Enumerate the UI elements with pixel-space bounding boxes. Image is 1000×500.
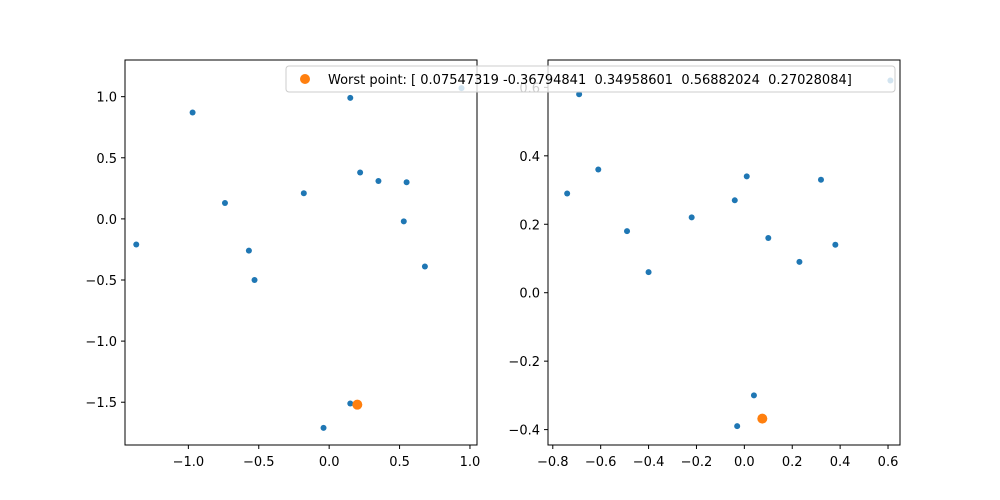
data-point — [221, 200, 228, 206]
y-tick-label: 1.0 — [96, 91, 117, 106]
data-point — [347, 94, 354, 101]
data-point — [645, 269, 652, 276]
data-point — [564, 190, 571, 197]
axes-frame — [547, 59, 901, 446]
data-point — [731, 197, 738, 204]
x-tick-label: 0.4 — [830, 455, 851, 470]
x-tick-label: −0.2 — [681, 455, 713, 470]
data-point — [357, 169, 364, 176]
worst-point-marker — [757, 413, 768, 424]
x-tick-label: −0.4 — [633, 455, 665, 470]
data-point — [133, 241, 140, 248]
y-tick-label: −0.2 — [508, 355, 540, 370]
legend: Worst point: [ 0.07547319 -0.36794841 0.… — [285, 65, 896, 93]
y-tick-label: 0.2 — [519, 218, 540, 233]
y-tick-label: −1.5 — [85, 396, 117, 411]
x-tick-label: −0.6 — [585, 455, 617, 470]
x-tick-label: 0.6 — [878, 455, 899, 470]
data-point — [817, 176, 824, 183]
data-point — [347, 400, 354, 407]
data-point — [403, 179, 410, 186]
data-point — [421, 263, 428, 270]
x-tick-label: −0.8 — [537, 455, 569, 470]
data-point — [624, 228, 631, 235]
data-point — [400, 218, 407, 225]
y-tick-label: 0.0 — [96, 213, 117, 228]
x-tick-label: 0.5 — [389, 455, 410, 470]
data-point — [320, 424, 327, 431]
data-point — [251, 277, 258, 283]
data-point — [375, 178, 382, 184]
y-tick-label: 0.5 — [96, 152, 117, 167]
data-point — [734, 423, 741, 430]
x-tick-label: 0.2 — [782, 455, 803, 470]
data-point — [300, 190, 307, 197]
y-tick-label: 0.0 — [519, 287, 540, 302]
legend-worst-point-marker — [300, 74, 310, 84]
data-point — [245, 247, 252, 254]
data-point — [576, 91, 583, 98]
data-point — [743, 173, 750, 180]
data-point — [189, 109, 196, 116]
y-tick-label: −0.5 — [85, 274, 117, 289]
x-tick-label: −0.5 — [243, 455, 275, 470]
data-point — [688, 214, 695, 221]
x-tick-label: 1.0 — [460, 455, 481, 470]
data-point — [765, 234, 772, 241]
legend-worst-point-label: Worst point: [ 0.07547319 -0.36794841 0.… — [328, 73, 852, 88]
x-tick-label: 0.0 — [319, 455, 340, 470]
x-tick-label: 0.0 — [734, 455, 755, 470]
worst-point-marker — [352, 399, 363, 410]
left-scatter-panel: −1.0 −0.5 0.0 0.5 1.0 1.0 0.5 0.0 −0.5 −1.0 −1.5 — [85, 59, 481, 470]
data-point — [750, 392, 757, 399]
axes-frame — [124, 59, 478, 446]
y-tick-label: −1.0 — [85, 335, 117, 350]
y-tick-label: −0.4 — [508, 424, 540, 439]
legend-frame — [285, 65, 896, 93]
data-point — [832, 241, 839, 248]
y-tick-label: 0.4 — [519, 150, 540, 165]
x-tick-label: −1.0 — [173, 455, 205, 470]
data-point — [595, 166, 602, 173]
data-point — [796, 258, 803, 265]
